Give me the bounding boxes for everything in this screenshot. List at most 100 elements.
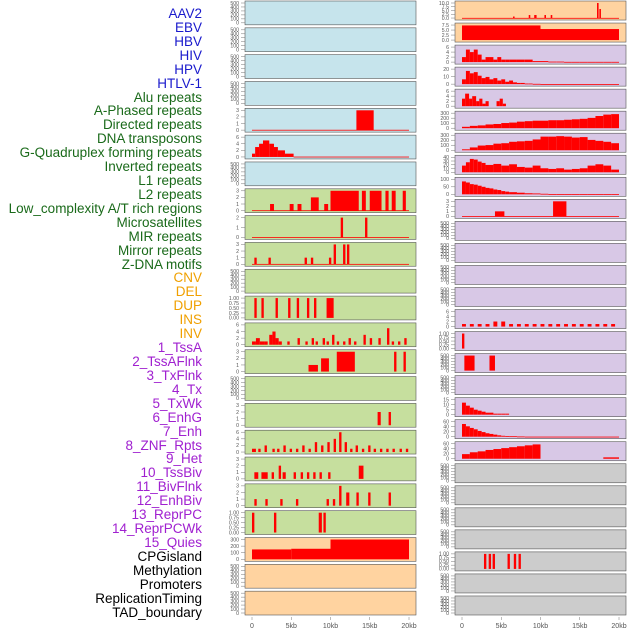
x-tick-label: 0	[250, 623, 254, 630]
y-tick-label: 200	[440, 362, 449, 368]
row-label: HTLV-1	[157, 75, 202, 91]
data-bar	[556, 136, 565, 151]
data-bar	[553, 201, 567, 217]
data-bar	[283, 445, 286, 453]
y-tick-label: 300	[440, 133, 449, 139]
y-tick-label: 0	[446, 324, 449, 330]
y-tick-label: 1	[236, 121, 239, 127]
y-tick-label: 0.25	[229, 311, 239, 317]
data-bar	[302, 445, 305, 453]
y-tick-label: 300	[230, 599, 239, 605]
y-tick-label: 200	[230, 40, 239, 46]
y-tick-label: 500	[440, 287, 449, 293]
y-tick-label: 0	[446, 523, 449, 529]
row-label: 12_EnhBiv	[136, 493, 202, 509]
data-bar	[493, 189, 498, 195]
data-bar	[469, 452, 478, 459]
data-bar	[477, 161, 482, 173]
y-tick-label: 400	[440, 577, 449, 583]
data-bar	[603, 194, 612, 195]
data-bar	[509, 192, 517, 195]
data-bar	[497, 190, 502, 195]
data-bar	[481, 186, 486, 195]
data-bar	[272, 331, 276, 345]
y-tick-label: 500	[230, 376, 239, 382]
data-bar	[308, 364, 318, 372]
data-bar	[278, 341, 282, 345]
track-background	[244, 27, 417, 52]
y-tick-label: 0	[446, 82, 449, 88]
data-bar	[509, 447, 517, 459]
data-bar	[611, 114, 619, 129]
y-tick-label: 500	[440, 508, 449, 514]
data-bar	[358, 465, 364, 479]
data-bar	[326, 499, 329, 506]
data-bar	[465, 70, 470, 85]
y-tick-label: 300	[440, 271, 449, 277]
data-bar	[524, 83, 529, 85]
data-bar	[319, 472, 322, 479]
data-bar	[524, 324, 529, 327]
y-tick-label: 1	[236, 497, 239, 503]
data-bar	[386, 448, 389, 453]
y-tick-label: 0	[236, 74, 239, 80]
y-tick-label: 0	[446, 258, 449, 264]
data-bar	[595, 115, 604, 129]
data-bar	[252, 129, 409, 131]
data-bar	[540, 324, 545, 327]
data-bar	[548, 324, 553, 327]
track-background	[244, 564, 417, 589]
row-label: INS	[179, 312, 202, 328]
y-tick-label: 500	[230, 269, 239, 275]
row-label: Low_complexity A/T rich regions	[8, 200, 202, 216]
data-bar	[346, 492, 350, 506]
y-tick-label: 0.00	[439, 567, 449, 573]
y-tick-label: 1	[236, 225, 239, 231]
data-bar	[293, 156, 409, 158]
data-bar	[321, 358, 329, 372]
y-tick-label: 0	[446, 479, 449, 485]
data-bar	[252, 512, 255, 533]
data-bar	[518, 553, 521, 569]
data-bar	[524, 193, 533, 195]
y-tick-label: 0	[236, 47, 239, 53]
track-background	[454, 419, 627, 440]
y-tick-label: 300	[440, 470, 449, 476]
y-tick-label: 1.00	[439, 331, 449, 337]
data-bar	[513, 16, 515, 19]
y-tick-label: 100	[440, 476, 449, 482]
y-tick-label: 100	[440, 586, 449, 592]
data-bar	[479, 98, 483, 107]
data-bar	[611, 169, 619, 173]
y-tick-label: 100	[230, 580, 239, 586]
data-bar	[462, 17, 619, 19]
y-tick-label: 500	[230, 1, 239, 7]
y-tick-label: 0.75	[229, 301, 239, 307]
data-bar	[481, 432, 486, 437]
y-tick-label: 7.5	[442, 5, 449, 11]
y-tick-label: 100	[440, 498, 449, 504]
track-background	[244, 108, 417, 133]
track-background	[244, 349, 417, 374]
y-tick-label: 3	[236, 350, 239, 356]
y-tick-label: 300	[440, 359, 449, 365]
row-label: Promoters	[139, 576, 202, 592]
row-label: 11_BivFlnk	[136, 479, 202, 495]
y-tick-label: 40	[443, 447, 449, 453]
y-tick-label: 0	[236, 396, 239, 402]
y-tick-label: 0	[446, 611, 449, 617]
data-bar	[289, 448, 293, 453]
y-tick-label: 10	[443, 74, 449, 80]
data-bar	[343, 341, 346, 345]
data-bar	[493, 123, 502, 129]
data-bar	[485, 324, 490, 327]
data-bar	[261, 472, 268, 479]
y-tick-label: 10	[443, 166, 449, 172]
data-bar	[365, 217, 368, 238]
row-label: 8_ZNF_Rpts	[125, 437, 202, 453]
y-tick-label: 500	[440, 221, 449, 227]
data-bar	[493, 163, 502, 173]
row-label: 15_Quies	[144, 534, 202, 550]
y-tick-label: 5.0	[442, 28, 449, 34]
track-background	[454, 463, 627, 484]
